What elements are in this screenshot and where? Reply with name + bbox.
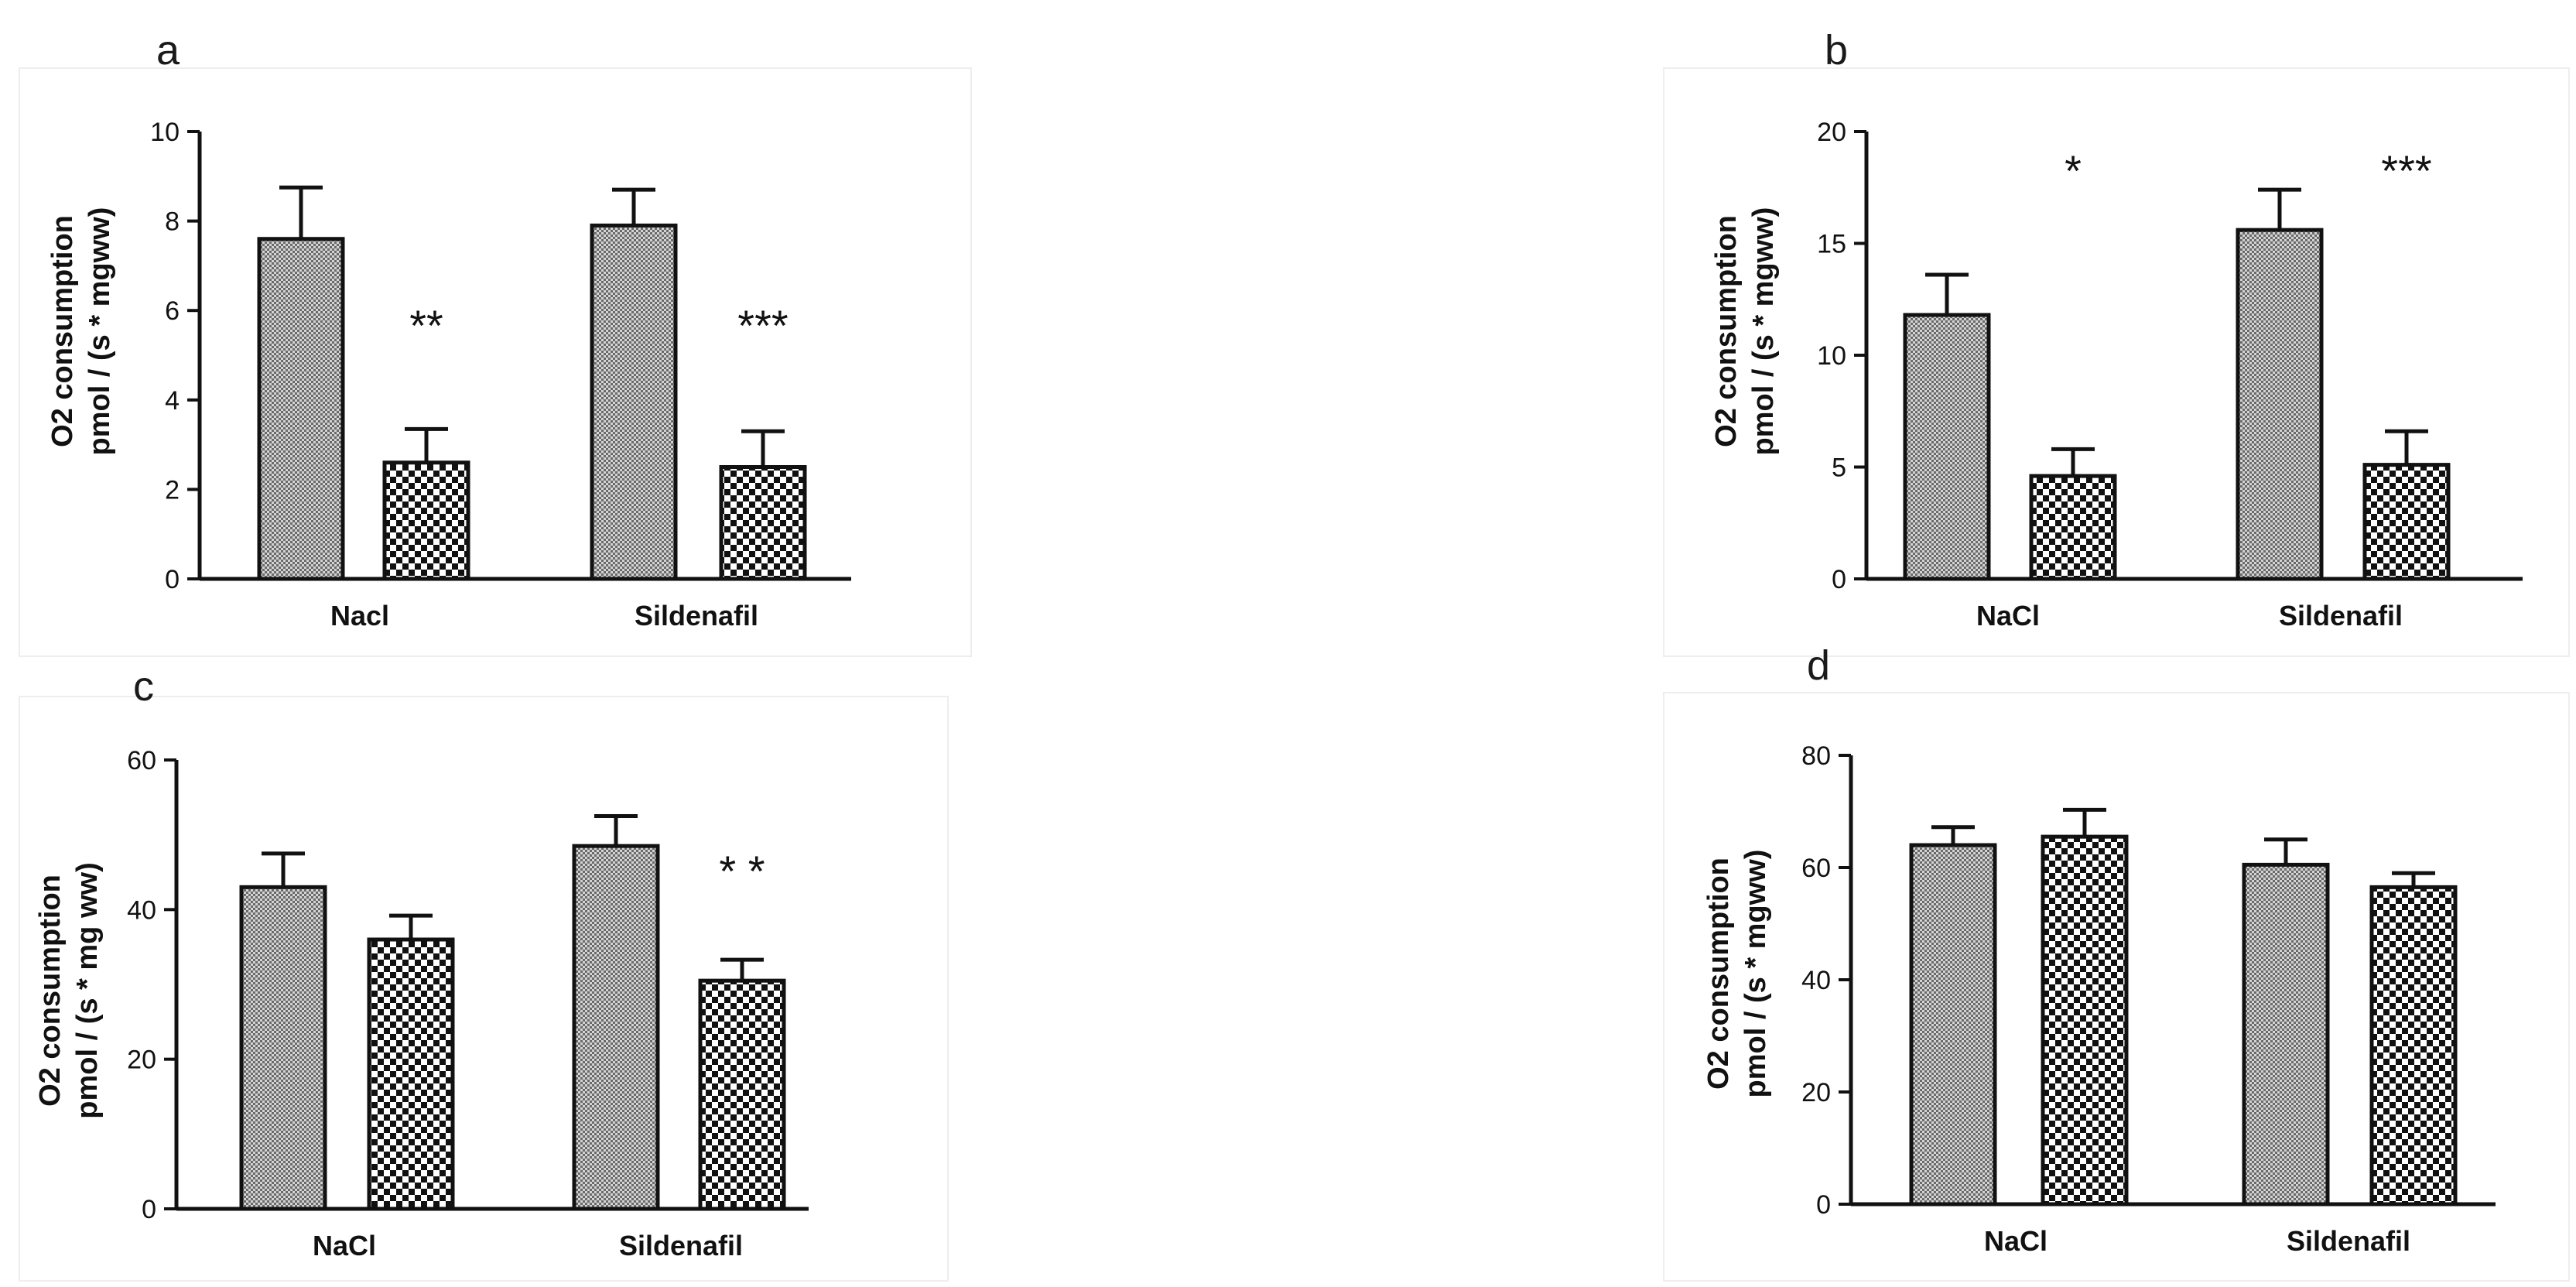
panel-a-bar-1 xyxy=(257,237,345,581)
panel-d-ylabel-line1: O2 consumption xyxy=(1702,857,1735,1090)
panel-d-bar-2 xyxy=(2041,834,2129,1207)
panel-c-category-label: NaCl xyxy=(313,1230,376,1261)
panel-d-category-label: NaCl xyxy=(1984,1225,2047,1257)
panel-d-ylabel: O2 consumption pmol / (s * mgww) xyxy=(1702,850,1772,1098)
panel-a-letter: a xyxy=(156,27,180,74)
panel-b-plot: 0 5 10 15 20 NaCl * Sildenafil *** xyxy=(1817,118,2523,632)
panel-c-ytick-label: 60 xyxy=(127,746,156,775)
panel-c-bar-2 xyxy=(367,937,455,1211)
panel-c-ytick-label: 40 xyxy=(127,895,156,925)
panel-b-ylabel-line2: pmol / (s * mgww) xyxy=(1747,207,1780,456)
panel-a-bar-2 xyxy=(382,460,470,581)
panel-d-plot: 0 20 40 60 80 NaCl Sildenafil xyxy=(1801,741,2496,1257)
panel-b-category-label: Sildenafil xyxy=(2279,600,2403,632)
panel-a-category-label: Sildenafil xyxy=(635,600,758,632)
panel-b-ytick-label: 15 xyxy=(1817,230,1846,259)
panel-a-significance: *** xyxy=(737,301,788,350)
panel-b-significance: * xyxy=(2065,146,2082,195)
panel-a-significance: ** xyxy=(409,301,443,350)
panel-b-category-label: NaCl xyxy=(1976,600,2040,632)
panel-b-frame xyxy=(1663,67,2570,657)
panel-c-bar-1 xyxy=(239,885,327,1211)
panel-c-bar-1 xyxy=(572,844,660,1211)
panel-d-bar-2 xyxy=(2369,885,2458,1207)
panel-c-ylabel: O2 consumption pmol / (s * mg ww) xyxy=(34,862,104,1118)
panel-c-significance: * * xyxy=(719,847,765,895)
panel-c-ylabel-line2: pmol / (s * mg ww) xyxy=(71,862,104,1118)
panel-a-ylabel-line1: O2 consumption xyxy=(46,215,79,447)
panel-a-bar-2 xyxy=(719,465,807,581)
panel-b-bar-1 xyxy=(2236,228,2324,581)
panel-a-ytick-label: 8 xyxy=(165,207,180,237)
panel-c-category-label: Sildenafil xyxy=(619,1230,743,1261)
panel-d-bar-1 xyxy=(2242,862,2330,1207)
panel-d-ytick-label: 20 xyxy=(1801,1078,1831,1107)
panel-b-ylabel: O2 consumption pmol / (s * mgww) xyxy=(1710,207,1780,456)
panel-c-bar-2 xyxy=(698,978,786,1211)
panel-d-ylabel-line2: pmol / (s * mgww) xyxy=(1740,850,1772,1098)
panel-d-ytick-label: 0 xyxy=(1816,1190,1831,1220)
panel-d-letter: d xyxy=(1807,642,1830,689)
panel-c-ylabel-line1: O2 consumption xyxy=(34,875,67,1107)
panel-a-ytick-label: 4 xyxy=(165,386,180,416)
panel-b-bar-1 xyxy=(1903,313,1991,581)
panel-a-plot: 0 2 4 6 8 10 Nacl ** Sildenafil *** xyxy=(150,118,851,632)
chart-marks: 0 2 4 6 8 10 Nacl ** Sildenafil *** 0 5 10 15 20 NaCl * S… xyxy=(127,118,2523,1261)
panel-c-ytick-label: 20 xyxy=(127,1046,156,1075)
panel-a-ytick-label: 6 xyxy=(165,296,180,326)
panel-b-bar-2 xyxy=(2362,463,2451,581)
panel-a-ylabel: O2 consumption pmol / (s * mgww) xyxy=(46,207,116,456)
panel-d-frame xyxy=(1663,692,2570,1282)
panel-d-bar-1 xyxy=(1909,843,1997,1207)
panel-a-bar-1 xyxy=(590,223,678,581)
panel-b-ytick-label: 10 xyxy=(1817,341,1846,371)
panel-b-bar-2 xyxy=(2029,474,2117,581)
panel-d-category-label: Sildenafil xyxy=(2287,1225,2410,1257)
panel-b-letter: b xyxy=(1825,27,1848,74)
panel-a-ytick-label: 0 xyxy=(165,565,180,594)
panel-d-ytick-label: 80 xyxy=(1801,741,1831,771)
panel-b-ytick-label: 0 xyxy=(1832,565,1846,594)
panel-b-ytick-label: 5 xyxy=(1832,454,1846,483)
panel-b-ytick-label: 20 xyxy=(1817,118,1846,147)
panel-a-ytick-label: 2 xyxy=(165,475,180,505)
panel-a-frame xyxy=(19,67,972,657)
panel-b-ylabel-line1: O2 consumption xyxy=(1710,215,1743,447)
panel-c-frame xyxy=(19,696,949,1282)
panel-c-ytick-label: 0 xyxy=(142,1195,156,1224)
panel-b-significance: *** xyxy=(2381,146,2431,195)
panel-a-category-label: Nacl xyxy=(330,600,389,632)
panel-d-ytick-label: 40 xyxy=(1801,966,1831,995)
panel-a-ytick-label: 10 xyxy=(150,118,180,147)
panel-c-plot: 0 20 40 60 NaCl Sildenafil * * xyxy=(127,746,809,1261)
panel-a-ylabel-line2: pmol / (s * mgww) xyxy=(84,207,116,456)
panel-d-ytick-label: 60 xyxy=(1801,854,1831,883)
panel-c-letter: c xyxy=(133,663,154,710)
